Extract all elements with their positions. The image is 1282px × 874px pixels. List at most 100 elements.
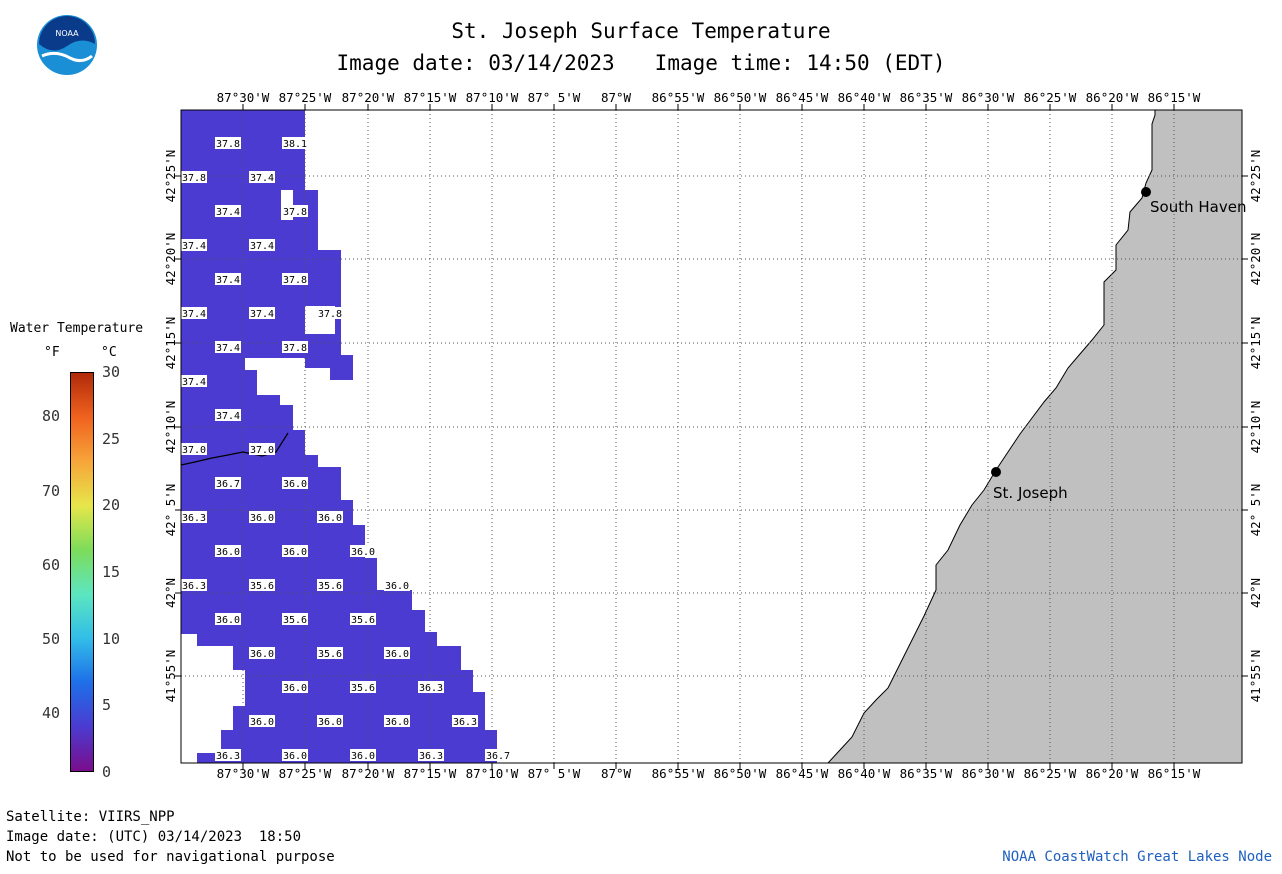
svg-text:35.6: 35.6	[318, 649, 342, 660]
longitude-label: 87°20'W	[342, 766, 395, 781]
svg-text:36.0: 36.0	[283, 683, 307, 694]
celsius-tick: 15	[102, 563, 121, 581]
temperature-label: 37.4	[181, 307, 207, 320]
credit-link[interactable]: NOAA CoastWatch Great Lakes Node	[1002, 849, 1272, 865]
temperature-label: 37.8	[181, 171, 207, 184]
svg-text:36.0: 36.0	[283, 547, 307, 558]
temperature-label: 36.0	[249, 647, 275, 660]
svg-text:36.0: 36.0	[385, 717, 409, 728]
longitude-label: 86°50'W	[714, 90, 767, 105]
unit-celsius: °C	[101, 345, 117, 360]
longitude-label: 87°W	[601, 766, 632, 781]
longitude-label: 86°25'W	[1024, 90, 1077, 105]
longitude-label: 86°40'W	[838, 766, 891, 781]
image-time: Image time: 14:50 (EDT)	[654, 51, 946, 75]
longitude-label: 86°15'W	[1148, 90, 1201, 105]
svg-text:36.3: 36.3	[216, 751, 240, 762]
longitude-label: 86°30'W	[962, 766, 1015, 781]
latitude-label: 42°N	[1248, 578, 1263, 608]
svg-text:36.3: 36.3	[182, 513, 206, 524]
temperature-label: 36.0	[215, 613, 241, 626]
longitude-label: 86°55'W	[652, 766, 705, 781]
svg-text:37.4: 37.4	[216, 411, 240, 422]
longitude-label: 86°20'W	[1086, 766, 1139, 781]
svg-text:37.4: 37.4	[182, 241, 206, 252]
temperature-label: 36.0	[282, 477, 308, 490]
svg-text:36.0: 36.0	[250, 513, 274, 524]
svg-text:35.6: 35.6	[318, 581, 342, 592]
temperature-label: 37.4	[215, 273, 241, 286]
no-data-gap	[245, 358, 257, 370]
longitude-label: 86°45'W	[776, 90, 829, 105]
latitude-label: 41°55'N	[1248, 650, 1263, 703]
latitude-label: 42°10'N	[1248, 401, 1263, 454]
svg-text:37.4: 37.4	[182, 377, 206, 388]
temperature-label: 36.0	[282, 545, 308, 558]
temperature-label: 36.3	[215, 749, 241, 762]
svg-text:37.8: 37.8	[318, 309, 342, 320]
svg-text:37.4: 37.4	[216, 207, 240, 218]
latitude-label: 42°25'N	[163, 150, 178, 203]
temperature-labels: 37.8 38.1 37.8 37.4 37.4 37.8 37.4 37.4 37.4 37.8…	[181, 137, 511, 762]
svg-text:36.0: 36.0	[318, 717, 342, 728]
temperature-label: 36.0	[215, 545, 241, 558]
latitude-label: 42°20'N	[1248, 233, 1263, 286]
temperature-label: 36.0	[317, 511, 343, 524]
fahrenheit-tick: 50	[41, 629, 60, 648]
longitude-label: 86°35'W	[900, 766, 953, 781]
svg-text:36.0: 36.0	[318, 513, 342, 524]
svg-text:37.4: 37.4	[250, 241, 274, 252]
celsius-tick: 30	[102, 363, 121, 381]
svg-text:37.8: 37.8	[216, 139, 240, 150]
noaa-logo-icon: NOAA	[37, 15, 97, 75]
city-marker: St. Joseph	[991, 467, 1068, 502]
svg-text:35.6: 35.6	[351, 615, 375, 626]
svg-text:36.0: 36.0	[351, 547, 375, 558]
svg-text:37.4: 37.4	[250, 309, 274, 320]
temperature-label: 36.0	[317, 715, 343, 728]
svg-text:37.8: 37.8	[283, 343, 307, 354]
temperature-label: 36.0	[282, 681, 308, 694]
city-label: South Haven	[1150, 198, 1246, 216]
longitude-label: 87°W	[601, 90, 632, 105]
city-markers: South Haven St. Joseph	[991, 187, 1246, 502]
longitude-label: 87° 5'W	[528, 90, 581, 105]
longitude-label: 86°20'W	[1086, 90, 1139, 105]
svg-text:36.0: 36.0	[351, 751, 375, 762]
svg-text:36.0: 36.0	[283, 751, 307, 762]
temperature-label: 36.3	[452, 715, 478, 728]
navigation-disclaimer: Not to be used for navigational purpose	[6, 849, 335, 865]
temperature-label: 35.6	[317, 579, 343, 592]
temperature-label: 36.3	[181, 579, 207, 592]
svg-text:36.7: 36.7	[216, 479, 240, 490]
temperature-label: 36.3	[418, 681, 444, 694]
longitude-label: 87°10'W	[466, 766, 519, 781]
temperature-label: 36.0	[282, 749, 308, 762]
svg-text:37.0: 37.0	[182, 445, 206, 456]
water-region	[181, 110, 497, 763]
longitude-label: 86°55'W	[652, 90, 705, 105]
longitude-label: 87°10'W	[466, 90, 519, 105]
celsius-tick: 20	[102, 496, 121, 515]
longitude-label: 86°15'W	[1148, 766, 1201, 781]
longitude-label: 86°35'W	[900, 90, 953, 105]
svg-text:36.0: 36.0	[250, 649, 274, 660]
longitude-label: 87°15'W	[404, 90, 457, 105]
svg-text:37.4: 37.4	[216, 275, 240, 286]
fahrenheit-tick: 60	[41, 555, 60, 574]
image-date: Image date: 03/14/2023	[336, 51, 615, 75]
satellite-info: Satellite: VIIRS_NPP	[6, 809, 175, 825]
graticule	[175, 104, 1248, 769]
temperature-label: 36.0	[384, 579, 410, 592]
unit-fahrenheit: °F	[44, 345, 60, 360]
temperature-label: 37.4	[215, 205, 241, 218]
svg-text:37.4: 37.4	[250, 173, 274, 184]
land-area	[826, 109, 1243, 764]
temperature-label: 37.4	[215, 409, 241, 422]
image-datetime: Image date: 03/14/2023 Image time: 14:50 …	[0, 51, 1282, 75]
longitude-label: 87°15'W	[404, 766, 457, 781]
temperature-label: 35.6	[317, 647, 343, 660]
temperature-label: 37.8	[215, 137, 241, 150]
celsius-tick: 5	[102, 696, 112, 715]
